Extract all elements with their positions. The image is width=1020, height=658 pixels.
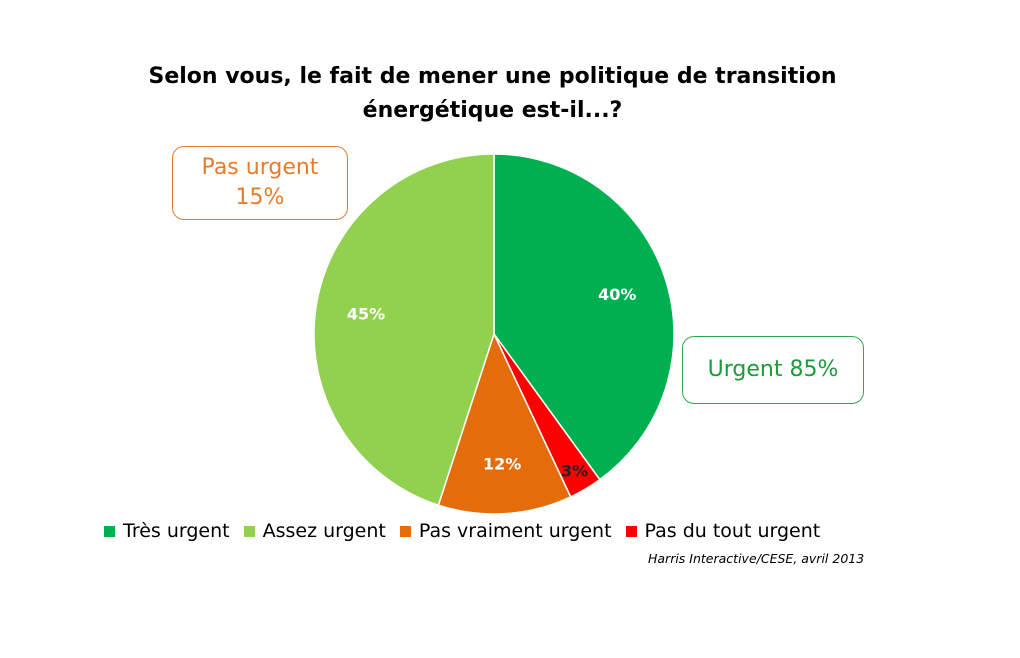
legend-item-pas-du-tout-urgent: Pas du tout urgent [625,520,821,542]
chart-title: Selon vous, le fait de mener une politiq… [0,60,985,128]
chart-title-line-2: énergétique est-il...? [362,98,623,123]
callout-urgent: Urgent 85% [682,336,864,404]
pie-label-pas-vraiment-urgent: 12% [483,454,521,473]
pie-slice-tres-urgent [493,153,675,481]
legend-swatch-assez-urgent [243,525,255,537]
callout-urgent-text: Urgent 85% [707,357,839,382]
legend-label-pas-du-tout-urgent: Pas du tout urgent [644,520,821,542]
pie-slice-pas-vraiment-urgent [437,331,572,515]
legend-label-pas-vraiment-urgent: Pas vraiment urgent [418,520,612,542]
chart-title-line-1: Selon vous, le fait de mener une politiq… [148,64,837,89]
callout-pas-urgent-value: 15% [235,185,285,210]
pie-label-assez-urgent: 45% [347,305,385,324]
legend-swatch-pas-du-tout-urgent [625,525,637,537]
pie-label-pas-du-tout-urgent: 3% [561,461,588,480]
legend-label-assez-urgent: Assez urgent [262,520,386,542]
chart-legend: Très urgent Assez urgent Pas vraiment ur… [104,520,820,542]
legend-item-pas-vraiment-urgent: Pas vraiment urgent [399,520,612,542]
source-note: Harris Interactive/CESE, avril 2013 [648,551,865,566]
legend-label-tres-urgent: Très urgent [123,520,230,542]
callout-pas-urgent-label: Pas urgent [201,155,319,180]
pie-label-tres-urgent: 40% [598,285,636,304]
pie-slice-assez-urgent [313,153,495,507]
legend-swatch-pas-vraiment-urgent [399,525,411,537]
legend-item-assez-urgent: Assez urgent [243,520,386,542]
legend-swatch-tres-urgent [104,525,115,537]
legend-item-tres-urgent: Très urgent [104,520,230,542]
callout-pas-urgent: Pas urgent 15% [172,146,348,220]
